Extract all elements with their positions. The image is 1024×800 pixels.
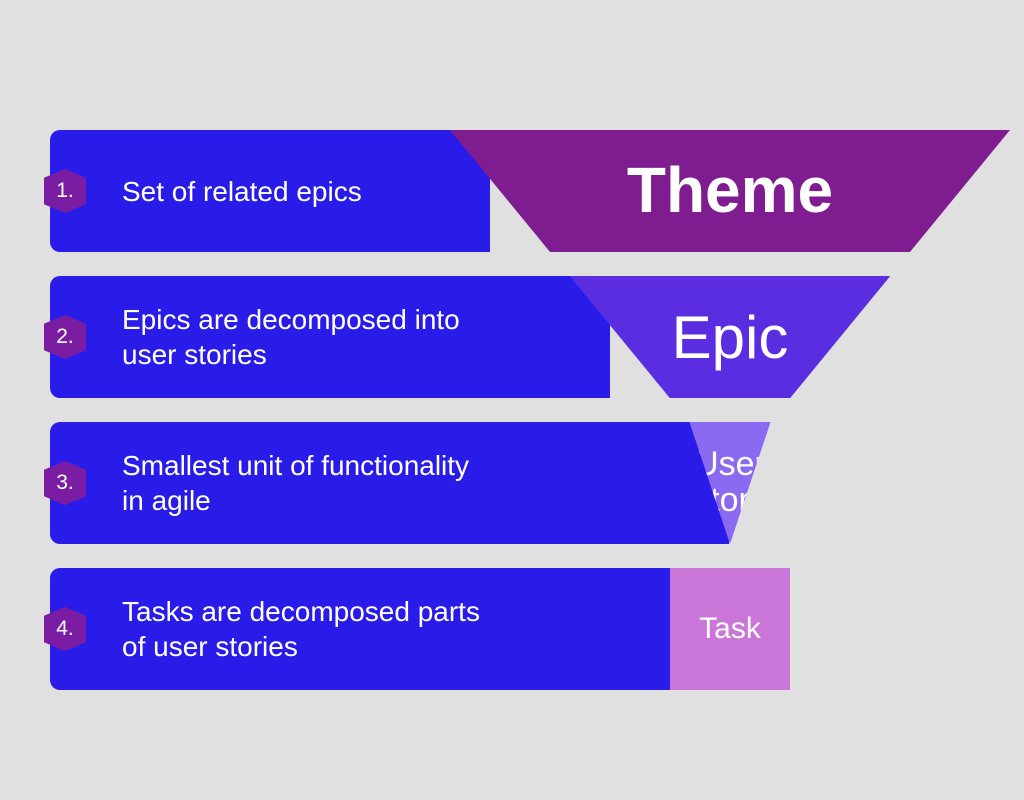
description-bar: 3.Smallest unit of functionality in agil… [50, 422, 729, 544]
funnel-segment: Epic [570, 276, 891, 398]
level-row-4: 4.Tasks are decomposed parts of user sto… [50, 568, 1024, 690]
level-description: Tasks are decomposed parts of user stori… [122, 594, 482, 664]
level-description: Epics are decomposed into user stories [122, 302, 482, 372]
index-badge: 4. [44, 607, 86, 651]
funnel-segment: Theme [450, 130, 1010, 252]
funnel-segment: Task [670, 568, 790, 690]
index-badge: 1. [44, 169, 86, 213]
description-bar: 1.Set of related epics [50, 130, 490, 252]
level-description: Smallest unit of functionality in agile [122, 448, 482, 518]
description-bar: 2.Epics are decomposed into user stories [50, 276, 610, 398]
funnel-label: Task [699, 613, 761, 645]
level-description: Set of related epics [122, 174, 362, 209]
agile-hierarchy-funnel: { "diagram": { "type": "infographic-funn… [0, 0, 1024, 800]
level-row-1: 1.Set of related epics Theme [50, 130, 1024, 252]
funnel-label: Theme [627, 157, 833, 224]
index-badge: 3. [44, 461, 86, 505]
level-row-3: 3.Smallest unit of functionality in agil… [50, 422, 1024, 544]
description-bar: 4.Tasks are decomposed parts of user sto… [50, 568, 710, 690]
level-row-2: 2.Epics are decomposed into user stories… [50, 276, 1024, 398]
index-badge: 2. [44, 315, 86, 359]
funnel-label: Epic [672, 306, 789, 369]
